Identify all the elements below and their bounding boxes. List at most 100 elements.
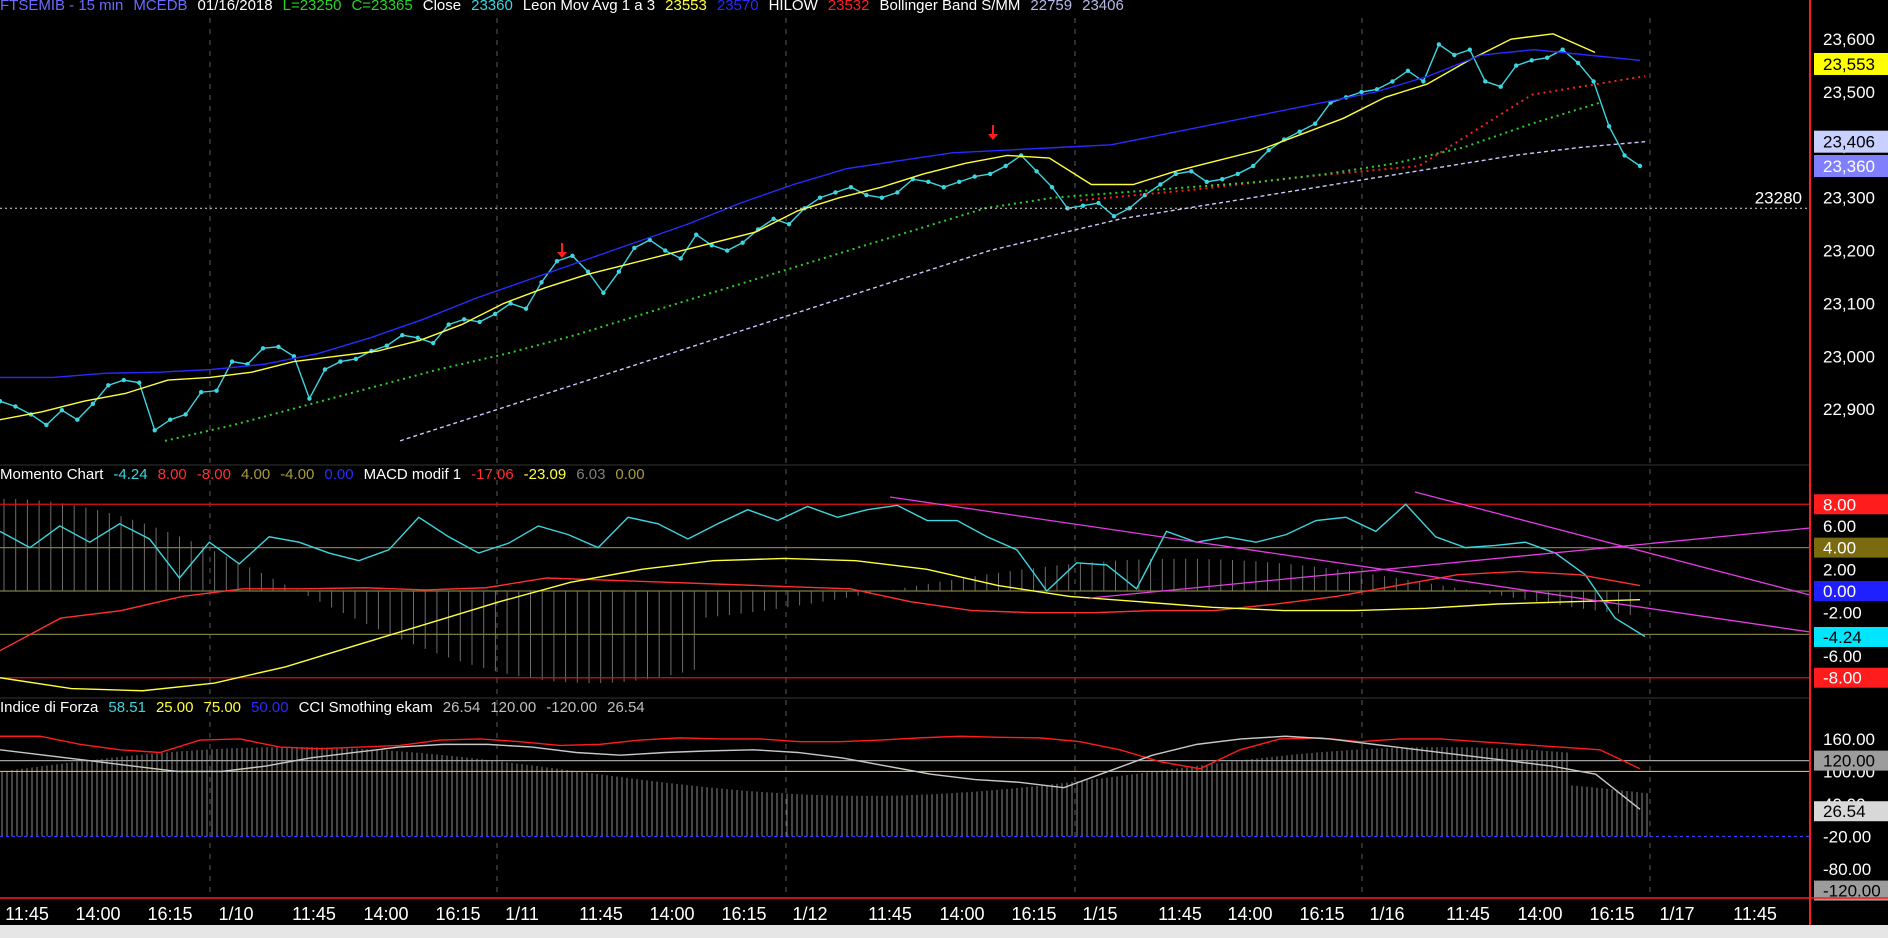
close-point[interactable] xyxy=(864,192,869,198)
close-point[interactable] xyxy=(1575,60,1581,66)
close-point[interactable] xyxy=(307,396,312,401)
series-line-4[interactable] xyxy=(164,101,1601,442)
close-point[interactable] xyxy=(1591,79,1596,84)
close-point[interactable] xyxy=(106,383,111,388)
series-line-1[interactable] xyxy=(0,735,1641,810)
close-point[interactable] xyxy=(260,346,266,351)
close-point[interactable] xyxy=(384,343,389,348)
trendline[interactable] xyxy=(1414,491,1811,596)
close-point[interactable] xyxy=(477,319,482,325)
close-point[interactable] xyxy=(848,184,854,190)
close-point[interactable] xyxy=(0,399,3,404)
close-point[interactable] xyxy=(972,174,977,179)
close-point[interactable] xyxy=(941,184,946,190)
close-point[interactable] xyxy=(291,354,297,359)
close-point[interactable] xyxy=(663,248,668,253)
close-point[interactable] xyxy=(957,179,962,185)
close-point[interactable] xyxy=(90,401,96,407)
close-point[interactable] xyxy=(446,322,451,327)
close-point[interactable] xyxy=(152,428,157,433)
close-point[interactable] xyxy=(338,359,343,364)
close-point[interactable] xyxy=(121,377,126,383)
series-line-0[interactable] xyxy=(0,735,1641,770)
close-point[interactable] xyxy=(229,359,235,364)
close-point[interactable] xyxy=(771,216,776,222)
close-point[interactable] xyxy=(492,311,498,317)
close-point[interactable] xyxy=(167,417,173,422)
close-point[interactable] xyxy=(833,190,838,195)
close-point[interactable] xyxy=(1096,200,1101,206)
price-panel[interactable]: 23280 xyxy=(0,33,1810,442)
close-point[interactable] xyxy=(879,195,885,200)
close-point[interactable] xyxy=(137,380,142,385)
close-point[interactable] xyxy=(1127,206,1132,211)
close-point[interactable] xyxy=(1544,55,1550,60)
close-point[interactable] xyxy=(13,404,18,409)
close-point[interactable] xyxy=(183,412,188,417)
close-point[interactable] xyxy=(987,171,993,177)
right-price-axis[interactable]: 22,90023,00023,10023,20023,30023,40023,5… xyxy=(1809,0,1888,925)
close-point[interactable] xyxy=(1467,47,1473,52)
close-point[interactable] xyxy=(1297,129,1302,134)
close-point[interactable] xyxy=(1204,179,1209,185)
close-point[interactable] xyxy=(1622,153,1627,158)
close-point[interactable] xyxy=(1065,206,1070,211)
macd-panel[interactable] xyxy=(0,491,1811,692)
close-point[interactable] xyxy=(647,237,653,243)
trendline[interactable] xyxy=(1089,527,1811,599)
close-point[interactable] xyxy=(1405,68,1411,74)
close-point[interactable] xyxy=(601,290,606,296)
close-point[interactable] xyxy=(926,179,931,185)
close-point[interactable] xyxy=(1359,89,1364,95)
close-point[interactable] xyxy=(616,269,622,274)
close-point[interactable] xyxy=(276,344,281,349)
close-point[interactable] xyxy=(1266,147,1271,153)
series-line-1[interactable] xyxy=(0,570,1641,652)
close-point[interactable] xyxy=(1452,52,1457,58)
close-point[interactable] xyxy=(740,240,745,245)
close-point[interactable] xyxy=(1173,171,1179,177)
close-point[interactable] xyxy=(1158,182,1163,187)
close-point[interactable] xyxy=(1312,121,1318,126)
series-line-2[interactable] xyxy=(0,557,1641,692)
close-point[interactable] xyxy=(709,243,714,248)
close-point[interactable] xyxy=(539,280,544,285)
close-point[interactable] xyxy=(895,190,900,195)
close-point[interactable] xyxy=(678,256,683,261)
time-axis[interactable]: 11:45 14:00 16:15 1/10 11:45 14:00 16:15 1/11 11… xyxy=(0,897,1888,924)
close-point[interactable] xyxy=(1390,79,1395,84)
close-point[interactable] xyxy=(1514,63,1519,68)
close-point[interactable] xyxy=(415,335,420,340)
close-point[interactable] xyxy=(1606,124,1612,129)
close-point[interactable] xyxy=(353,356,359,362)
close-point[interactable] xyxy=(1498,84,1503,89)
close-point[interactable] xyxy=(1421,79,1426,84)
close-point[interactable] xyxy=(431,340,436,346)
close-point[interactable] xyxy=(44,422,49,428)
close-point[interactable] xyxy=(1235,171,1240,177)
sell-arrow-icon[interactable] xyxy=(557,243,567,258)
close-point[interactable] xyxy=(1436,42,1442,47)
close-point[interactable] xyxy=(1374,87,1380,92)
close-point[interactable] xyxy=(1034,169,1039,174)
series-line-2[interactable] xyxy=(0,49,1641,379)
close-point[interactable] xyxy=(214,388,219,393)
close-point[interactable] xyxy=(1560,47,1565,52)
close-point[interactable] xyxy=(632,245,637,251)
series-line-1[interactable] xyxy=(0,33,1596,421)
close-point[interactable] xyxy=(1189,169,1194,174)
close-point[interactable] xyxy=(1637,163,1643,169)
series-line-0[interactable] xyxy=(0,503,1646,638)
close-point[interactable] xyxy=(1003,163,1008,169)
close-point[interactable] xyxy=(694,232,699,237)
close-point[interactable] xyxy=(75,417,80,422)
close-point[interactable] xyxy=(786,221,792,227)
close-point[interactable] xyxy=(570,253,575,259)
trendline[interactable] xyxy=(889,496,1811,633)
close-point[interactable] xyxy=(585,269,591,274)
series-line-3[interactable] xyxy=(1079,75,1646,202)
sell-arrow-icon[interactable] xyxy=(988,125,998,140)
close-point[interactable] xyxy=(1080,203,1086,208)
close-point[interactable] xyxy=(461,317,467,322)
